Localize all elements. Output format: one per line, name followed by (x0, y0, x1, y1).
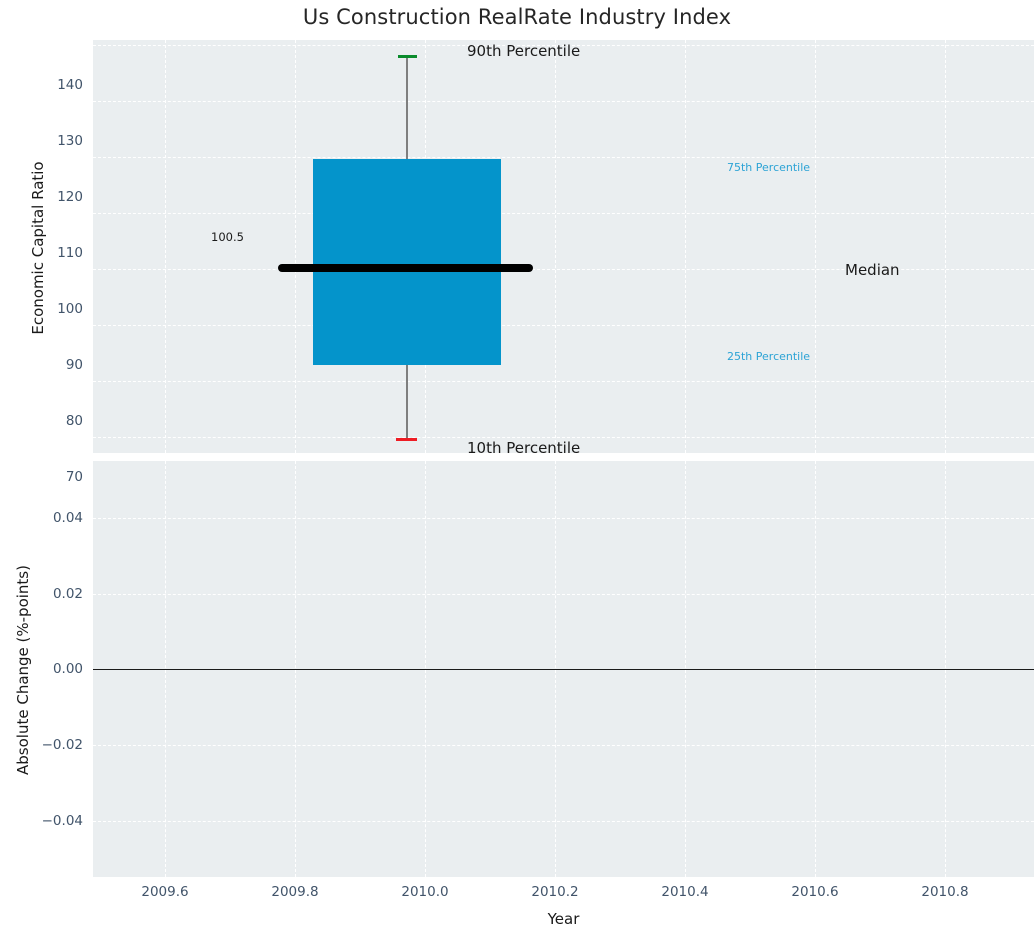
y-axis-ticks-top: 140 130 120 110 100 90 80 70 (0, 40, 83, 485)
median-line (278, 264, 533, 272)
ytick-top-7: 70 (65, 469, 83, 485)
box-interquartile-range (313, 159, 501, 365)
median-value-label: 100.5 (211, 230, 244, 244)
x-axis-label: Year (547, 910, 580, 928)
ytick-bottom-4: −0.04 (41, 813, 83, 829)
xtick-0: 2009.6 (141, 884, 189, 900)
gridline-x-2009.8 (295, 40, 296, 453)
y-axis-label-top: Economic Capital Ratio (29, 161, 47, 335)
xtick-1: 2009.8 (271, 884, 319, 900)
zero-reference-line (93, 669, 1034, 670)
ytick-top-4: 100 (57, 301, 83, 317)
gridline-y--0.02 (93, 745, 1034, 746)
xtick-4: 2010.4 (661, 884, 709, 900)
annotation-90th-percentile: 90th Percentile (467, 42, 581, 60)
plot-area-economic-capital-ratio: 90th Percentile 75th Percentile Median 2… (93, 40, 1034, 453)
annotation-75th-percentile: 75th Percentile (727, 161, 811, 174)
annotation-10th-percentile: 10th Percentile (467, 439, 581, 453)
gridline-y-90 (93, 325, 1034, 326)
annotation-median: Median (845, 261, 900, 279)
plot-area-absolute-change (93, 461, 1034, 877)
x-axis-ticks: 2009.6 2009.8 2010.0 2010.2 2010.4 2010.… (93, 884, 1034, 908)
cap-90th-percentile (398, 55, 417, 58)
gridline-x-2010.4 (685, 40, 686, 453)
ytick-top-1: 130 (57, 133, 83, 149)
gridline-x-2010.6 (815, 40, 816, 453)
gridline-x-2009.6 (165, 40, 166, 453)
gridline-y-80 (93, 381, 1034, 382)
ytick-bottom-2: 0.00 (52, 661, 83, 677)
ytick-bottom-3: −0.02 (41, 737, 83, 753)
xtick-3: 2010.2 (531, 884, 579, 900)
gridline-x-2010.2 (555, 40, 556, 453)
ytick-top-6: 80 (65, 413, 83, 429)
xtick-5: 2010.6 (791, 884, 839, 900)
gridline-y-0.04 (93, 518, 1034, 519)
gridline-y-110 (93, 213, 1034, 214)
xtick-6: 2010.8 (921, 884, 969, 900)
gridline-x-2010.8 (945, 40, 946, 453)
gridline-y-130 (93, 101, 1034, 102)
y-axis-label-bottom: Absolute Change (%-points) (14, 565, 32, 775)
page-title: Us Construction RealRate Industry Index (302, 5, 732, 29)
xtick-2: 2010.0 (401, 884, 449, 900)
y-axis-ticks-bottom: 0.04 0.02 0.00 −0.02 −0.04 (0, 461, 83, 877)
ytick-top-3: 110 (57, 245, 83, 261)
gridline-y--0.04 (93, 821, 1034, 822)
cap-10th-percentile (396, 438, 417, 441)
ytick-bottom-0: 0.04 (52, 510, 83, 526)
ytick-top-2: 120 (57, 189, 83, 205)
gridline-y-120 (93, 157, 1034, 158)
ytick-top-5: 90 (65, 357, 83, 373)
gridline-y-0.02 (93, 594, 1034, 595)
ytick-bottom-1: 0.02 (52, 586, 83, 602)
ytick-top-0: 140 (57, 77, 83, 93)
annotation-25th-percentile: 25th Percentile (727, 350, 811, 363)
gridline-y-70 (93, 437, 1034, 438)
